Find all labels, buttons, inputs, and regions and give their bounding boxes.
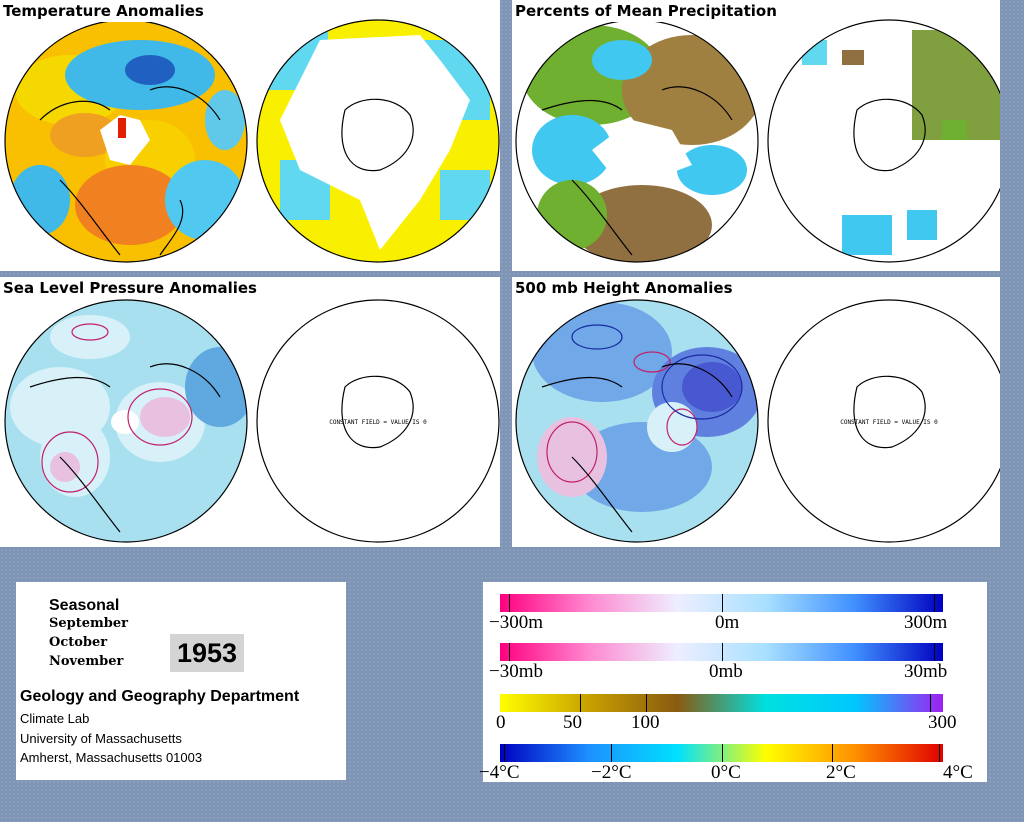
height-500mb-panel: CONSTANT FIELD = VALUE IS 0 500 mb Heigh… [512, 277, 1000, 547]
info-box: Seasonal September October November 1953… [16, 582, 346, 780]
colorbar-tick [721, 594, 723, 612]
colorbar-tick [929, 694, 931, 712]
slp-constant-field-note: CONSTANT FIELD = VALUE IS 0 [329, 419, 427, 426]
department: Geology and Geography Department [20, 688, 300, 705]
slp-northern-globe [5, 300, 247, 542]
year: 1953 [170, 634, 244, 672]
precipitation-northern-globe [516, 20, 758, 262]
temperature-northern-globe [5, 20, 247, 262]
hgt-globes: CONSTANT FIELD = VALUE IS 0 [515, 299, 1000, 543]
month-1: September [49, 616, 128, 631]
colorbar-tick [721, 643, 723, 661]
precip-label-100: 100 [631, 712, 660, 733]
precipitation-southern-globe [768, 20, 1000, 262]
hgt-constant-field-note: CONSTANT FIELD = VALUE IS 0 [840, 419, 938, 426]
colorbar-tick [938, 744, 940, 762]
precipitation-panel: Percents of Mean Precipitation [512, 0, 1000, 271]
precipitation-globes [515, 19, 1000, 263]
height-colorbar [500, 594, 943, 612]
pressure-label-max: 30mb [904, 661, 948, 682]
colorbar-tick [504, 744, 506, 762]
precip-label-0: 0 [496, 712, 506, 733]
slp-globes: CONSTANT FIELD = VALUE IS 0 [4, 299, 500, 543]
pressure-label-min: −30mb [489, 661, 543, 682]
month-2: October [49, 635, 108, 650]
temp-label-pos2: 2°C [826, 762, 856, 783]
hgt-northern-globe [516, 300, 758, 542]
temp-label-min: −4°C [479, 762, 520, 783]
hgt-southern-globe [767, 299, 1000, 543]
height-label-max: 300m [904, 612, 948, 633]
precip-colorbar [500, 694, 943, 712]
panel-title: Temperature Anomalies [0, 0, 207, 22]
panel-title: 500 mb Height Anomalies [512, 277, 736, 299]
pressure-colorbar [500, 643, 943, 661]
color-legend: −300m 0m 300m −30mb 0mb 30mb 0 50 100 30… [479, 582, 987, 783]
colorbar-tick [508, 643, 510, 661]
lab: Climate Lab [20, 711, 90, 726]
colorbar-tick [579, 694, 581, 712]
temp-label-neg2: −2°C [591, 762, 632, 783]
precip-label-300: 300 [928, 712, 957, 733]
height-label-min: −300m [489, 612, 543, 633]
temperature-colorbar [500, 744, 943, 762]
month-3: November [49, 654, 124, 669]
panel-title: Sea Level Pressure Anomalies [0, 277, 260, 299]
temp-label-zero: 0°C [711, 762, 741, 783]
colorbar-tick [721, 744, 723, 762]
temp-label-max: 4°C [943, 762, 973, 783]
precip-label-50: 50 [563, 712, 582, 733]
colorbar-tick [646, 694, 648, 712]
period-type: Seasonal [49, 597, 120, 614]
colorbar-tick [934, 643, 936, 661]
colorbar-tick [832, 744, 834, 762]
panel-title: Percents of Mean Precipitation [512, 0, 780, 22]
pressure-label-mid: 0mb [709, 661, 743, 682]
colorbar-tick [610, 744, 612, 762]
address: Amherst, Massachusetts 01003 [20, 750, 203, 765]
temperature-globes [4, 19, 500, 263]
height-label-mid: 0m [715, 612, 740, 633]
temperature-panel: Temperature Anomalies [0, 0, 500, 271]
slp-southern-globe [256, 299, 500, 543]
sea-level-pressure-panel: CONSTANT FIELD = VALUE IS 0 Sea Level Pr… [0, 277, 500, 547]
colorbar-tick [934, 594, 936, 612]
temperature-southern-globe [257, 20, 499, 262]
colorbar-tick [508, 594, 510, 612]
university: University of Massachusetts [20, 731, 182, 746]
